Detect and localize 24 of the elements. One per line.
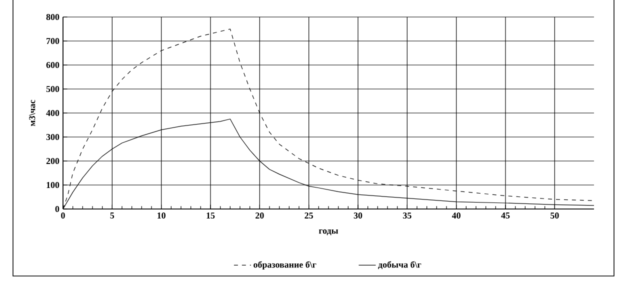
y-tick-label: 300 <box>46 134 60 140</box>
x-tick-label: 25 <box>304 212 313 219</box>
x-tick-label: 50 <box>550 212 559 219</box>
y-tick-label: 500 <box>46 86 60 92</box>
y-tick-label: 400 <box>46 110 60 116</box>
x-tick-label: 40 <box>452 212 460 219</box>
y-tick-label: 700 <box>46 38 60 44</box>
y-tick-label: 800 <box>46 14 60 20</box>
x-tick-label: 45 <box>501 212 510 219</box>
x-tick-label: 10 <box>158 212 166 219</box>
x-tick-label: 0 <box>61 212 65 219</box>
y-tick-label: 0 <box>55 206 60 212</box>
x-axis-title: годы <box>318 229 338 236</box>
legend-label: образование б\г <box>254 261 316 270</box>
y-tick-label: 100 <box>46 182 60 188</box>
y-tick-label: 600 <box>46 62 60 68</box>
x-tick-label: 20 <box>256 212 264 219</box>
y-tick-label: 200 <box>46 158 60 164</box>
x-tick-label: 35 <box>403 212 412 219</box>
x-tick-label: 15 <box>206 212 215 219</box>
y-axis-title: м3\час <box>29 100 36 126</box>
x-tick-label: 30 <box>354 212 362 219</box>
x-tick-label: 5 <box>110 212 114 218</box>
legend-label: добыча б\г <box>378 261 422 270</box>
